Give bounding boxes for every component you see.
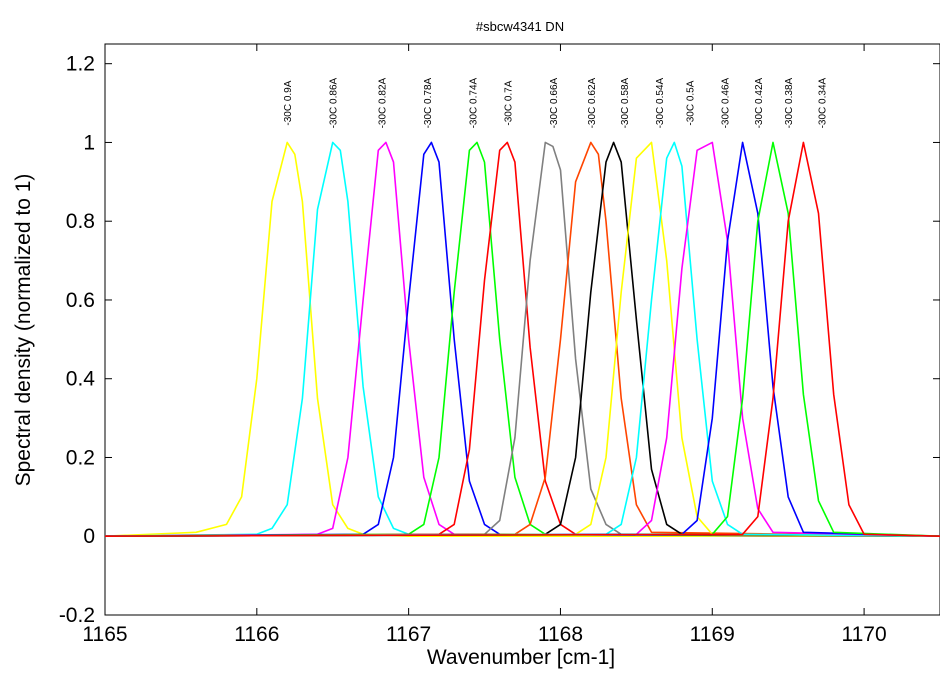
peak-label: -30C 0.46A [720,77,731,128]
axis-ticks [104,44,940,616]
series-line-2 [104,141,940,538]
peak-label: -30C 0.86A [329,77,340,128]
peak-label: -30C 0.5A [686,80,697,125]
series-line-11 [104,141,940,538]
peak-label: -30C 0.7A [503,80,514,125]
peak-label: -30C 0.66A [549,77,560,128]
x-tick-label: 1168 [538,623,583,646]
peak-label: -30C 0.38A [784,77,795,128]
peak-label: -30C 0.54A [655,77,666,128]
y-tick-label: 0.8 [66,210,95,233]
plot-area: -30C 0.9A -30C 0.86A -30C 0.82A -30C 0.78A -… [104,43,940,616]
series-line-12 [104,141,940,538]
peak-label: -30C 0.58A [620,77,631,128]
y-axis-label: Spectral density (normalized to 1) [12,174,35,487]
y-tick-label: 0 [83,525,95,548]
y-tick-label: 1 [83,131,95,154]
series-line-10 [104,141,940,538]
peak-label: -30C 0.42A [754,77,765,128]
series-line-3 [104,141,940,538]
peak-labels: -30C 0.9A -30C 0.86A -30C 0.82A -30C 0.78A -… [283,77,828,128]
plot-frame [104,43,940,616]
x-tick-label: 1169 [690,623,735,646]
peak-label: -30C 0.82A [377,77,388,128]
x-tick-label: 1166 [234,623,279,646]
x-tick-label: 1165 [82,623,127,646]
chart-title: #sbcw4341 DN [476,19,564,34]
y-tick-label: 0.2 [66,446,95,469]
series-line-13 [104,141,940,538]
series-line-7 [104,141,940,538]
peak-label: -30C 0.74A [468,77,479,128]
peak-label: -30C 0.62A [587,77,598,128]
x-tick-label: 1170 [842,623,887,646]
y-tick-label: 0.6 [66,289,95,312]
peak-label: -30C 0.78A [423,77,434,128]
x-tick-label: 1167 [386,623,431,646]
tick-labels: 1165 1166 1167 1168 1169 1170 -0.2 0 0.2 0.4 0.6 0.… [59,53,887,646]
x-axis-label: Wavenumber [cm-1] [427,646,615,669]
peak-label: -30C 0.34A [818,77,829,128]
y-tick-label: 1.2 [66,53,95,76]
peak-label: -30C 0.9A [283,80,294,125]
y-tick-label: -0.2 [59,604,95,627]
series-line-9 [104,141,940,538]
series-layer [104,141,940,538]
series-line-4 [104,141,940,538]
series-line-14 [104,141,940,538]
series-line-1 [104,141,940,538]
y-tick-label: 0.4 [66,368,96,391]
series-line-15 [104,141,940,538]
series-line-8 [104,141,940,538]
